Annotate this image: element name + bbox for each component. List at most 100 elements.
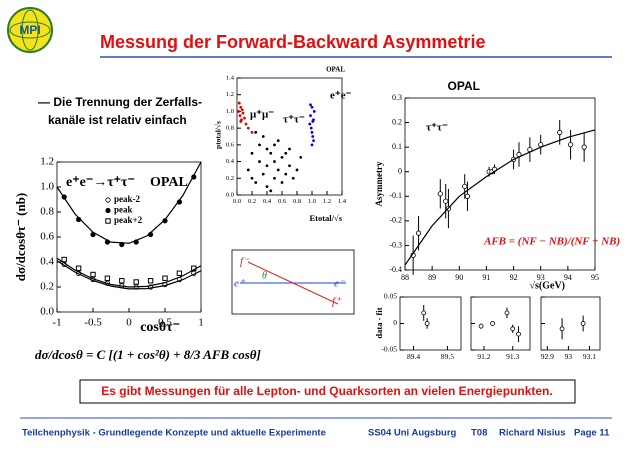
data-point	[61, 256, 67, 263]
data-point	[581, 144, 587, 150]
data-point	[310, 130, 314, 134]
data-point	[421, 310, 427, 316]
x-tick-label: 90	[455, 273, 463, 282]
y-tick-label: 0.6	[226, 141, 235, 148]
data-point	[437, 191, 443, 197]
x-tick-label: 1.0	[308, 198, 316, 205]
data-point	[310, 105, 314, 109]
data-point	[567, 142, 574, 148]
diagram-label: e⁻	[334, 278, 346, 290]
data-point	[273, 143, 276, 147]
x-tick-label: 91	[482, 273, 490, 282]
chart-title: OPAL	[326, 66, 345, 74]
data-point	[241, 111, 245, 115]
x-axis-label: √s(GeV)	[530, 280, 565, 291]
data-point	[311, 135, 315, 138]
data-point	[243, 116, 246, 120]
data-point	[288, 147, 291, 151]
data-point	[280, 181, 284, 184]
footer: Teilchenphysik - Grundlegende Konzepte u…	[22, 428, 610, 439]
y-tick-label: 1.2	[226, 91, 234, 98]
plot-frame	[404, 97, 596, 271]
y-tick-label: 0.4	[226, 158, 235, 165]
data-point	[244, 122, 248, 126]
data-point	[291, 176, 295, 180]
legend-marker	[105, 207, 111, 214]
x-tick-label: 93.1	[583, 352, 596, 361]
bullet: kanäle ist relativ einfach	[48, 113, 187, 127]
x-tick-label: 89.5	[441, 352, 454, 361]
y-tick-label: 0.3	[392, 93, 402, 102]
fit-line	[404, 129, 596, 266]
x-tick-label: -1	[52, 317, 61, 329]
x-axis-label: Etotal/√s	[309, 213, 342, 223]
data-point	[269, 151, 273, 155]
data-point	[119, 278, 125, 284]
x-tick-label: 95	[591, 273, 599, 282]
y-tick-label: -0.05	[381, 345, 397, 354]
data-point	[265, 164, 269, 168]
y-tick-label: 0.1	[392, 142, 402, 151]
bullet: — Die Trennung der Zerfalls-	[38, 95, 202, 109]
data-point	[90, 271, 96, 278]
data-point	[295, 168, 299, 172]
diagram-label: θ	[262, 270, 267, 281]
data-point	[176, 270, 183, 276]
x-tick-label: 93	[537, 273, 545, 282]
y-axis-label: dσ/dcosθτ⁻ (nb)	[13, 193, 28, 281]
data-point	[276, 139, 280, 143]
data-point	[462, 183, 468, 190]
x-tick-label: 89.4	[407, 352, 420, 361]
annotation: e⁺e⁻→τ⁺τ⁻	[66, 175, 135, 190]
logo-text: MPI	[19, 23, 40, 37]
data-point	[312, 139, 315, 143]
data-point	[258, 160, 261, 163]
data-point	[308, 122, 312, 126]
x-tick-label: 92.9	[541, 352, 554, 361]
data-point	[273, 176, 276, 180]
data-point	[312, 110, 316, 113]
data-point	[309, 103, 312, 107]
data-point	[504, 310, 510, 316]
x-tick-label: 0.4	[263, 198, 272, 205]
y-tick-label: 0.4	[40, 256, 54, 268]
data-point	[254, 130, 258, 134]
plot-frame	[399, 296, 462, 351]
x-axis-label: cosθτ⁻	[140, 320, 180, 335]
x-tick-label: 0.5	[158, 317, 172, 329]
y-tick-label: 1.0	[40, 181, 54, 193]
data-point	[265, 147, 269, 151]
y-axis-label: ptotal/√s	[214, 121, 223, 149]
y-tick-label: 0.0	[40, 306, 54, 318]
fermion-line	[247, 261, 339, 305]
y-tick-label: -0.4	[389, 265, 402, 274]
data-point	[284, 151, 288, 155]
y-tick-label: 0.0	[226, 191, 234, 198]
data-point	[254, 181, 258, 184]
conclusion-box	[79, 379, 576, 404]
data-point	[310, 143, 314, 147]
data-point	[240, 108, 244, 112]
data-point	[250, 151, 254, 155]
x-tick-label: 89	[428, 273, 436, 282]
data-point	[75, 265, 82, 271]
y-tick-label: -0.2	[389, 216, 402, 225]
data-point	[258, 143, 261, 147]
x-tick-label: 91.3	[506, 352, 519, 361]
y-tick-label: 0	[393, 318, 397, 327]
data-point	[239, 105, 243, 109]
data-point	[133, 279, 139, 285]
fit-line	[56, 260, 202, 290]
footer-course: Teilchenphysik - Grundlegende Konzepte u…	[22, 428, 326, 439]
footer-number: T08	[471, 428, 487, 439]
legend-label: peak	[114, 205, 133, 215]
data-point	[162, 218, 168, 224]
diagram-label: f⁻	[240, 256, 250, 268]
legend-marker	[105, 218, 111, 224]
annotation: μ⁺μ⁻	[250, 109, 274, 121]
x-tick-label: 0.0	[233, 198, 241, 205]
y-tick-label: 0	[398, 167, 402, 176]
y-tick-label: 0.8	[40, 206, 54, 218]
y-tick-label: 0.2	[392, 117, 402, 126]
x-tick-label: 91.2	[477, 352, 490, 361]
